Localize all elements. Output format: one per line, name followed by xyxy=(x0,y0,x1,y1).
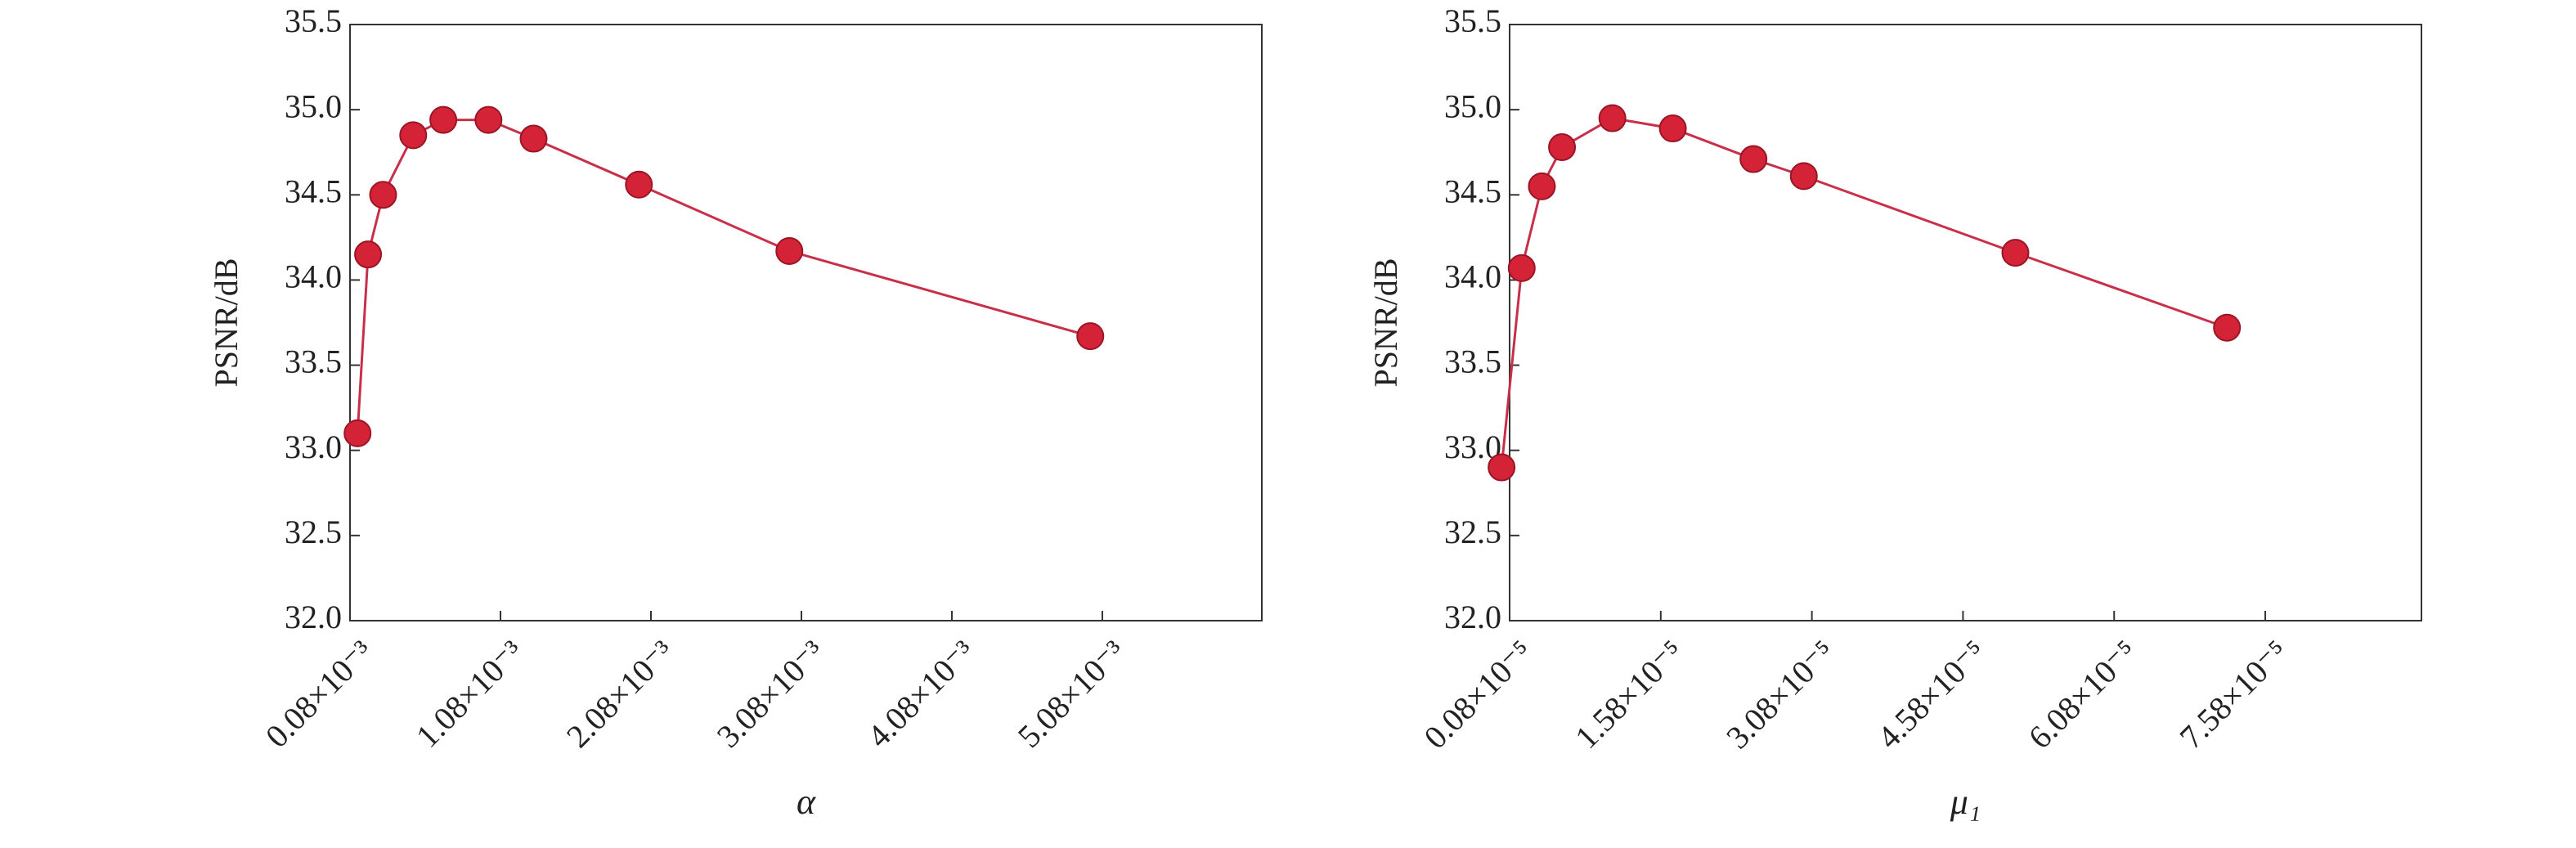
y-tick-label: 33.0 xyxy=(285,428,342,465)
data-point xyxy=(1789,162,1818,191)
x-tick-label: 4.08×10⁻³ xyxy=(860,633,982,755)
x-tick-label: 3.08×10⁻³ xyxy=(710,633,832,755)
x-tick-label: 3.08×10⁻⁵ xyxy=(1719,633,1842,756)
y-tick-label: 35.5 xyxy=(1444,2,1501,39)
data-point xyxy=(2213,313,2242,342)
x-axis-label: μ₁ xyxy=(1950,782,1981,822)
plot-frame xyxy=(1509,24,2422,621)
y-tick-label: 32.5 xyxy=(285,514,342,550)
x-axis-label: α xyxy=(797,782,816,822)
data-point xyxy=(369,181,397,209)
x-tick-label: 2.08×10⁻³ xyxy=(559,633,681,755)
y-tick-label: 35.5 xyxy=(285,2,342,39)
y-tick-label: 34.0 xyxy=(1444,258,1501,295)
data-point xyxy=(343,419,372,447)
plot-frame xyxy=(349,24,1263,621)
data-point xyxy=(1076,322,1105,351)
data-point xyxy=(1488,453,1516,482)
data-point xyxy=(399,121,428,150)
x-tick-label: 0.08×10⁻⁵ xyxy=(1416,633,1539,756)
y-tick-label: 33.5 xyxy=(1444,343,1501,380)
y-tick-label: 32.0 xyxy=(285,599,342,635)
x-tick-label: 7.58×10⁻⁵ xyxy=(2172,633,2295,756)
data-point xyxy=(1658,114,1687,143)
data-point xyxy=(1507,254,1536,282)
y-tick-label: 35.0 xyxy=(285,87,342,124)
x-tick-label: 1.58×10⁻⁵ xyxy=(1568,633,1690,756)
y-tick-label: 33.5 xyxy=(285,343,342,380)
data-point xyxy=(429,105,458,134)
series-line xyxy=(1500,116,2228,468)
data-point xyxy=(1528,172,1556,200)
y-axis-label: PSNR/dB xyxy=(208,258,245,388)
y-tick-label: 34.5 xyxy=(285,173,342,209)
data-point xyxy=(1548,132,1577,161)
data-point xyxy=(2001,239,2030,267)
x-tick-label: 4.58×10⁻⁵ xyxy=(1870,633,1993,756)
y-tick-label: 34.5 xyxy=(1444,173,1501,209)
x-tick-label: 5.08×10⁻³ xyxy=(1011,633,1133,755)
data-point xyxy=(519,124,548,153)
y-axis-label: PSNR/dB xyxy=(1367,258,1404,388)
data-point xyxy=(1739,145,1768,173)
data-point xyxy=(775,237,804,266)
series-line xyxy=(356,119,1091,433)
x-tick-label: 6.08×10⁻⁵ xyxy=(2022,633,2144,756)
x-tick-label: 0.08×10⁻³ xyxy=(258,633,380,755)
data-point xyxy=(1598,104,1627,132)
y-tick-label: 32.5 xyxy=(1444,514,1501,550)
data-point xyxy=(354,240,383,269)
data-point xyxy=(474,105,503,134)
y-tick-label: 34.0 xyxy=(285,258,342,295)
y-tick-label: 32.0 xyxy=(1444,599,1501,635)
data-point xyxy=(625,170,653,199)
x-tick-label: 1.08×10⁻³ xyxy=(409,633,531,755)
y-tick-label: 35.0 xyxy=(1444,87,1501,124)
